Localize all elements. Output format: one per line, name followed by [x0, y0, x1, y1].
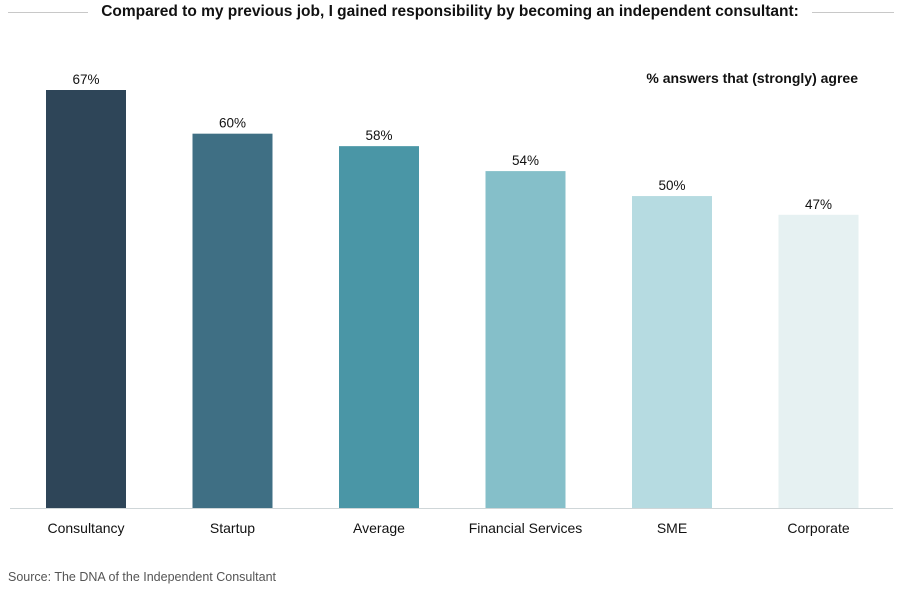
data-label: 50% — [658, 178, 685, 193]
data-label: 58% — [365, 128, 392, 143]
title-rule-right — [812, 12, 894, 13]
title-rule-left — [8, 12, 88, 13]
chart-title-row: Compared to my previous job, I gained re… — [0, 0, 900, 26]
bar-consultancy — [46, 90, 126, 508]
bar-average — [339, 146, 419, 509]
chart-title: Compared to my previous job, I gained re… — [101, 3, 799, 20]
category-label: SME — [657, 520, 687, 536]
bar-sme — [632, 196, 712, 509]
data-label: 47% — [805, 197, 832, 212]
bar-startup — [192, 133, 273, 509]
bar-corporate — [778, 214, 859, 508]
category-label: Corporate — [787, 520, 849, 536]
bar-financial-services — [485, 171, 566, 508]
bar-chart: 67% Consultancy 60% Startup 58% Average 54% Fin… — [10, 72, 893, 536]
data-label: 60% — [219, 116, 246, 131]
data-label: 67% — [72, 72, 99, 87]
source-note: Source: The DNA of the Independent Consu… — [8, 570, 277, 584]
legend-label: % answers that (strongly) agree — [646, 70, 858, 86]
category-label: Startup — [210, 520, 255, 536]
data-label: 54% — [512, 153, 539, 168]
category-label: Financial Services — [469, 520, 583, 536]
category-label: Consultancy — [47, 520, 124, 536]
category-label: Average — [353, 520, 405, 536]
